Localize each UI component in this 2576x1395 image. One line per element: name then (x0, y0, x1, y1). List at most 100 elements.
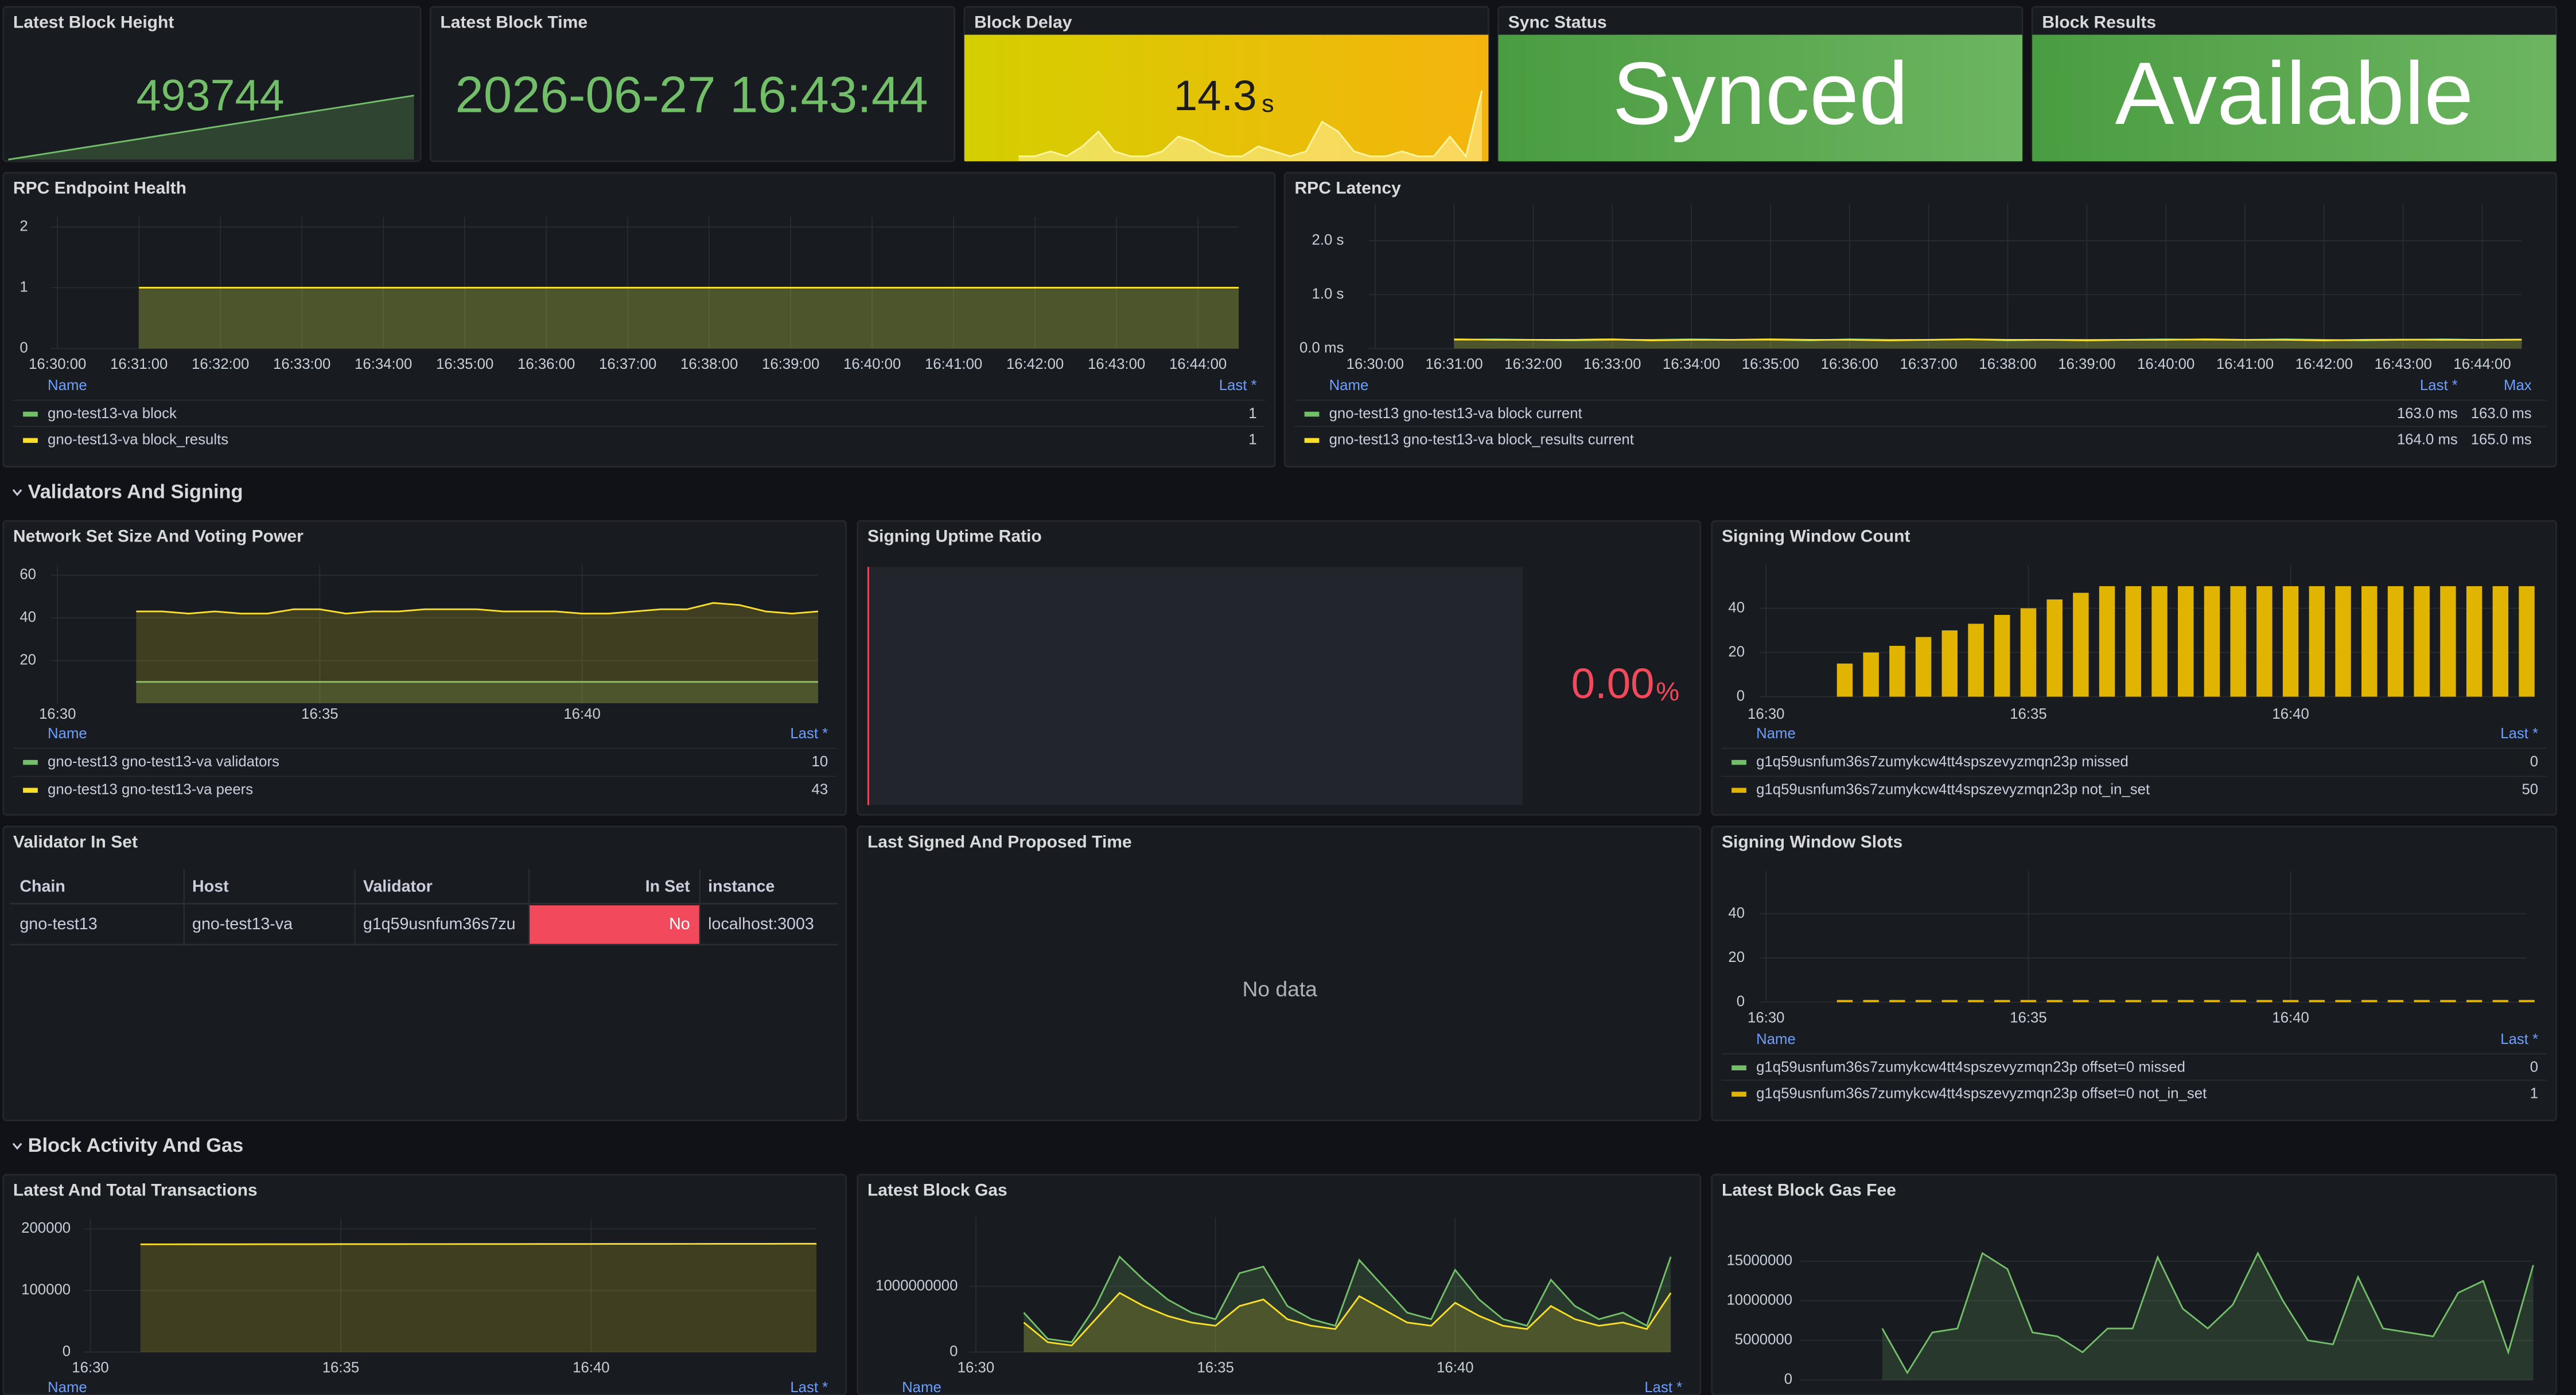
legend-name[interactable]: gno-test13-va block_results (48, 432, 228, 448)
legend-header[interactable]: Name (1756, 726, 1796, 742)
series-area (1454, 339, 2522, 349)
bar (2099, 586, 2115, 697)
legend-header[interactable]: Last * (2500, 726, 2538, 742)
column-header[interactable]: Host (192, 877, 229, 895)
bar (2414, 586, 2430, 697)
series-line (1454, 338, 2522, 341)
legend-name[interactable]: g1q59usnfum36s7zumykcw4tt4spszevyzmqn23p… (1756, 754, 2128, 770)
x-tick-label: 16:30 (1748, 1010, 1784, 1026)
bar (2230, 586, 2246, 697)
series-line (136, 602, 819, 615)
stat-background (964, 34, 1489, 162)
panel-title: Network Set Size And Voting Power (13, 527, 303, 546)
legend-header[interactable]: Last * (790, 1380, 828, 1395)
series-area (1024, 1293, 1671, 1353)
y-tick-label: 20 (20, 652, 36, 668)
legend-header[interactable]: Max (2504, 377, 2532, 393)
bar (2440, 1000, 2456, 1003)
bar (1994, 1000, 2010, 1003)
bar (2020, 1000, 2037, 1003)
panel-title: Latest Block Time (440, 13, 587, 32)
bar (1968, 624, 1984, 697)
panel-title: RPC Latency (1294, 179, 1401, 198)
legend-name[interactable]: gno-test13-va block (48, 406, 177, 422)
series-area (136, 603, 819, 704)
bar (1915, 637, 1932, 697)
legend-name[interactable]: g1q59usnfum36s7zumykcw4tt4spszevyzmqn23p… (1756, 782, 2150, 798)
bar (1968, 1000, 1984, 1003)
legend-name[interactable]: gno-test13 gno-test13-va block current (1329, 406, 1582, 422)
y-tick-label: 20 (1728, 949, 1745, 965)
x-tick-label: 16:30:00 (1347, 356, 1404, 372)
table-cell: g1q59usnfum36s7zu (363, 915, 516, 933)
x-tick-label: 16:30:00 (29, 356, 86, 372)
legend-name[interactable]: gno-test13 gno-test13-va block_results c… (1329, 432, 1634, 448)
legend-header[interactable]: Last * (2420, 377, 2458, 393)
x-tick-label: 16:39:00 (2058, 356, 2115, 372)
column-header[interactable]: instance (708, 877, 775, 895)
legend-header[interactable]: Name (48, 377, 87, 393)
legend-header[interactable]: Name (1329, 377, 1369, 393)
panel-title: Latest And Total Transactions (13, 1180, 258, 1199)
x-tick-label: 16:34:00 (355, 356, 412, 372)
bar (2151, 1000, 2168, 1003)
x-tick-label: 16:43:00 (2375, 356, 2432, 372)
bar (2204, 1000, 2220, 1003)
x-tick-label: 16:40 (573, 1360, 609, 1376)
legend-header[interactable]: Last * (1644, 1380, 1682, 1395)
table-cell: gno-test13-va (192, 915, 293, 933)
y-tick-label: 5000000 (1735, 1332, 1792, 1348)
bar (2466, 1000, 2482, 1003)
column-header[interactable]: Validator (363, 877, 433, 895)
legend-name[interactable]: g1q59usnfum36s7zumykcw4tt4spszevyzmqn23p… (1756, 1085, 2207, 1101)
legend-header[interactable]: Last * (1219, 377, 1257, 393)
x-tick-label: 16:35:00 (1742, 356, 1799, 372)
legend-value: 0 (2530, 754, 2538, 770)
series-area (140, 1244, 817, 1353)
legend-header[interactable]: Name (48, 726, 87, 742)
x-tick-label: 16:39:00 (762, 356, 819, 372)
section-title[interactable]: Block Activity And Gas (28, 1135, 244, 1156)
legend-name[interactable]: gno-test13 gno-test13-va peers (48, 782, 253, 798)
bar (2178, 1000, 2194, 1003)
x-tick-label: 16:44:00 (1169, 356, 1227, 372)
section-title[interactable]: Validators And Signing (28, 481, 243, 503)
legend-value: 43 (812, 782, 828, 798)
legend-header[interactable]: Last * (790, 726, 828, 742)
legend-header[interactable]: Name (1756, 1031, 1796, 1047)
x-tick-label: 16:40 (2272, 706, 2309, 722)
x-tick-label: 16:35 (1197, 1360, 1233, 1376)
sparkline (1018, 90, 1483, 158)
stat-value: Synced (1612, 44, 1908, 143)
legend-header[interactable]: Name (902, 1380, 941, 1395)
section-chevron (12, 1143, 22, 1150)
y-tick-label: 40 (1728, 599, 1745, 615)
legend-name[interactable]: g1q59usnfum36s7zumykcw4tt4spszevyzmqn23p… (1756, 1059, 2185, 1076)
column-header[interactable]: In Set (645, 877, 690, 895)
y-tick-label: 0 (63, 1343, 71, 1359)
no-data: No data (1243, 977, 1318, 1001)
bar (1836, 1000, 1853, 1003)
section-chevron (12, 489, 22, 496)
panel-title: Latest Block Height (13, 13, 174, 32)
legend-name[interactable]: gno-test13 gno-test13-va validators (48, 754, 279, 770)
bar (2125, 1000, 2142, 1003)
legend-header[interactable]: Last * (2500, 1031, 2538, 1047)
stat-value: 14.3 (1174, 72, 1257, 119)
bar (2282, 586, 2299, 697)
bar (1915, 1000, 1932, 1003)
column-header[interactable]: Chain (20, 877, 65, 895)
x-tick-label: 16:35 (322, 1360, 359, 1376)
panel-title: Signing Window Slots (1722, 832, 1902, 851)
y-tick-label: 200000 (21, 1220, 71, 1236)
panel (1711, 825, 2558, 1121)
panel-title: Last Signed And Proposed Time (867, 832, 1132, 851)
x-tick-label: 16:37:00 (1900, 356, 1958, 372)
y-tick-label: 15000000 (1726, 1252, 1792, 1268)
panel-title: Sync Status (1508, 13, 1607, 32)
y-tick-label: 40 (1728, 905, 1745, 921)
x-tick-label: 16:30 (72, 1360, 108, 1376)
legend-header[interactable]: Name (48, 1380, 87, 1395)
